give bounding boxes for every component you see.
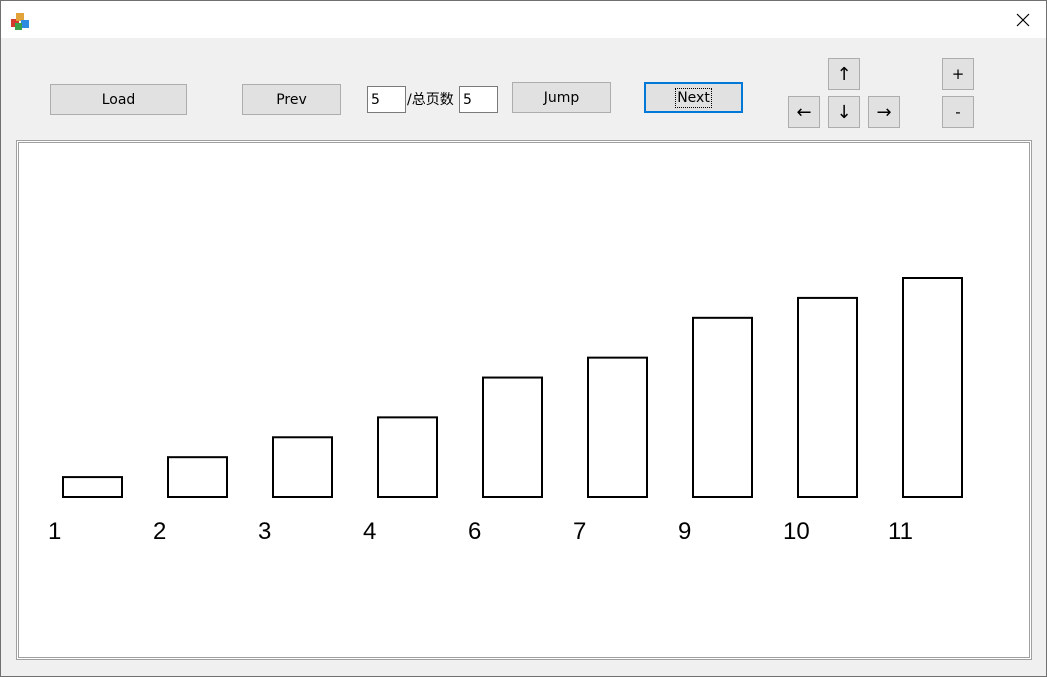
bar-label-10: 10 [783, 518, 810, 545]
app-icon [11, 13, 29, 30]
bar-1 [62, 476, 123, 499]
close-button[interactable] [1000, 1, 1046, 38]
arrow-up-icon: ↑ [836, 63, 852, 85]
title-bar[interactable] [1, 1, 1046, 38]
bar-chart: 1 2 3 4 6 7 9 10 11 [48, 277, 963, 545]
load-button[interactable]: Load [50, 84, 187, 115]
next-button-label: Next [675, 87, 712, 108]
move-up-button[interactable]: ↑ [828, 58, 860, 90]
bar-9 [692, 316, 753, 498]
bar-label-2: 2 [153, 518, 166, 545]
bar-label-4: 4 [363, 518, 376, 545]
next-button[interactable]: Next [644, 82, 743, 113]
prev-button[interactable]: Prev [242, 84, 341, 115]
bar-label-11: 11 [888, 518, 913, 545]
bar-7 [587, 356, 648, 498]
jump-button-label: Jump [543, 89, 580, 106]
bar-label-9: 9 [678, 518, 691, 545]
bar-10 [797, 296, 858, 498]
zoom-in-button[interactable]: + [942, 58, 974, 90]
zoom-out-button[interactable]: - [942, 96, 974, 128]
total-pages-label: /总页数 [407, 92, 454, 108]
total-pages-input[interactable] [459, 86, 498, 113]
close-icon [1016, 13, 1030, 26]
bar-3 [272, 436, 333, 499]
prev-button-label: Prev [276, 91, 307, 108]
minus-icon: - [955, 103, 961, 121]
current-page-input[interactable] [367, 86, 406, 113]
bar-label-1: 1 [48, 518, 61, 545]
plus-icon: + [951, 65, 965, 83]
move-left-button[interactable]: ← [788, 96, 820, 128]
move-down-button[interactable]: ↓ [828, 96, 860, 128]
load-button-label: Load [101, 91, 136, 108]
bar-4 [377, 416, 438, 499]
move-right-button[interactable]: → [868, 96, 900, 128]
arrow-left-icon: ← [796, 101, 812, 123]
bar-label-6: 6 [468, 518, 481, 545]
chart-canvas: 1 2 3 4 6 7 9 10 11 [16, 140, 1032, 660]
bar-label-7: 7 [573, 518, 586, 545]
arrow-down-icon: ↓ [836, 101, 852, 123]
bar-label-3: 3 [258, 518, 271, 545]
bar-6 [482, 376, 543, 498]
jump-button[interactable]: Jump [512, 82, 611, 113]
bar-11 [902, 277, 963, 498]
bar-2 [167, 456, 228, 499]
arrow-right-icon: → [876, 101, 892, 123]
